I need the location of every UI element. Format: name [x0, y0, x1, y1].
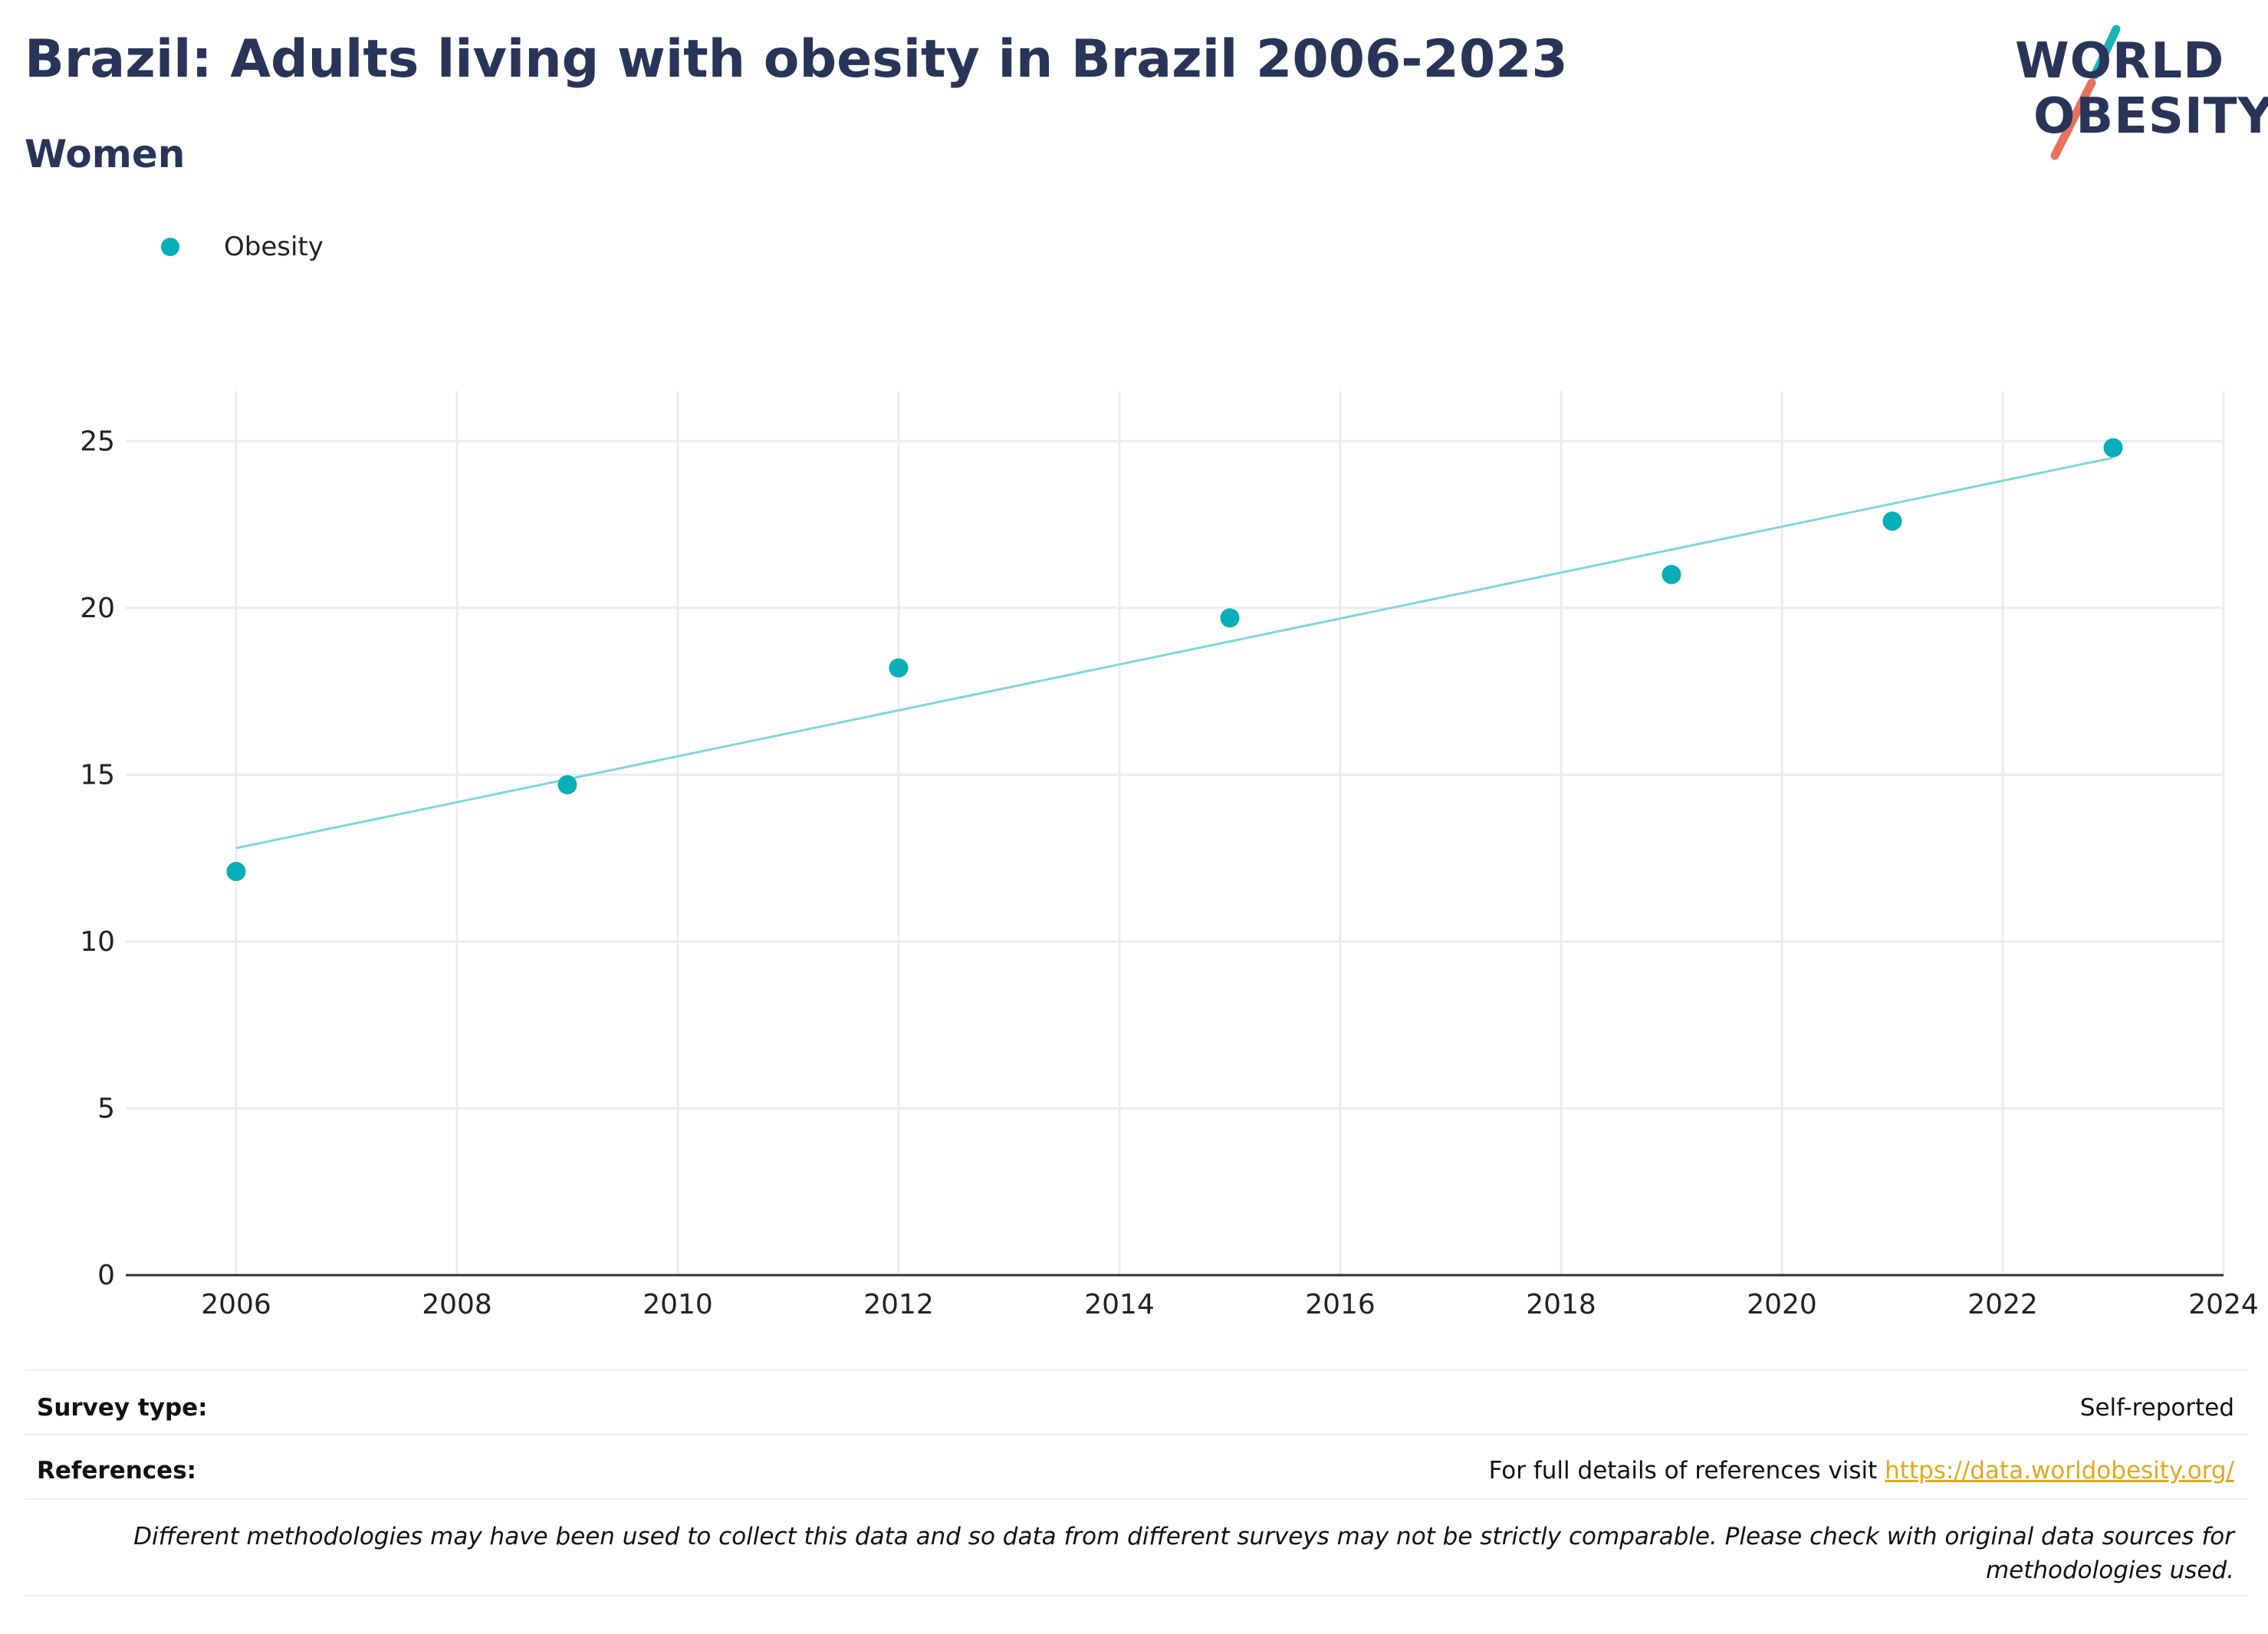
data-point — [1220, 608, 1240, 628]
logo-slash-icon — [2050, 25, 2121, 160]
y-tick-label: 20 — [80, 593, 115, 624]
x-tick-label: 2020 — [1747, 1289, 1817, 1319]
y-tick-label: 10 — [80, 926, 115, 958]
footer-divider — [25, 1498, 2248, 1500]
data-point — [2103, 438, 2123, 458]
world-obesity-logo: WORLD OBESITY — [1994, 21, 2268, 167]
x-tick-label: 2006 — [201, 1289, 271, 1319]
x-tick-label: 2018 — [1526, 1289, 1596, 1319]
x-tick-label: 2012 — [863, 1289, 934, 1319]
references-link[interactable]: https://data.worldobesity.org/ — [1885, 1457, 2234, 1484]
scatter-chart: 0 5 10 15 20 25 2006 2008 2010 2012 2014 2016 2018 20… — [80, 391, 2259, 1319]
methodology-note: Different methodologies may have been us… — [133, 1523, 2234, 1584]
data-point — [226, 862, 246, 882]
chart-subtitle: Women — [25, 132, 186, 176]
data-point — [1882, 511, 1902, 531]
y-tick-label: 25 — [80, 426, 115, 457]
x-tick-label: 2014 — [1084, 1289, 1155, 1319]
references-value: For full details of references visit htt… — [1489, 1457, 2234, 1484]
y-tick-label: 5 — [97, 1093, 115, 1124]
footer-divider — [25, 1369, 2248, 1371]
y-tick-label: 0 — [97, 1260, 115, 1291]
references-text: For full details of references visit — [1488, 1457, 1878, 1484]
chart-title: Brazil: Adults living with obesity in Br… — [25, 29, 1568, 90]
data-point — [557, 774, 577, 794]
logo-word-world: WORLD — [2015, 33, 2225, 90]
data-point — [889, 658, 909, 678]
data-point — [1662, 564, 1681, 584]
survey-type-value: Self-reported — [2079, 1394, 2234, 1422]
footer-divider — [25, 1595, 2248, 1596]
survey-type-label: Survey type: — [37, 1394, 208, 1422]
x-tick-label: 2010 — [643, 1289, 713, 1319]
x-tick-label: 2024 — [2188, 1289, 2259, 1319]
legend-label: Obesity — [224, 232, 324, 262]
y-tick-label: 15 — [80, 759, 115, 791]
x-tick-label: 2022 — [1967, 1289, 2038, 1319]
legend-marker — [161, 238, 179, 256]
logo-word-obesity: OBESITY — [2033, 88, 2268, 145]
x-tick-label: 2016 — [1305, 1289, 1376, 1319]
footer-divider — [25, 1434, 2248, 1435]
x-tick-label: 2008 — [422, 1289, 492, 1319]
references-label: References: — [37, 1457, 197, 1484]
chart-legend: Obesity — [161, 232, 324, 262]
trend-line — [235, 456, 2114, 850]
